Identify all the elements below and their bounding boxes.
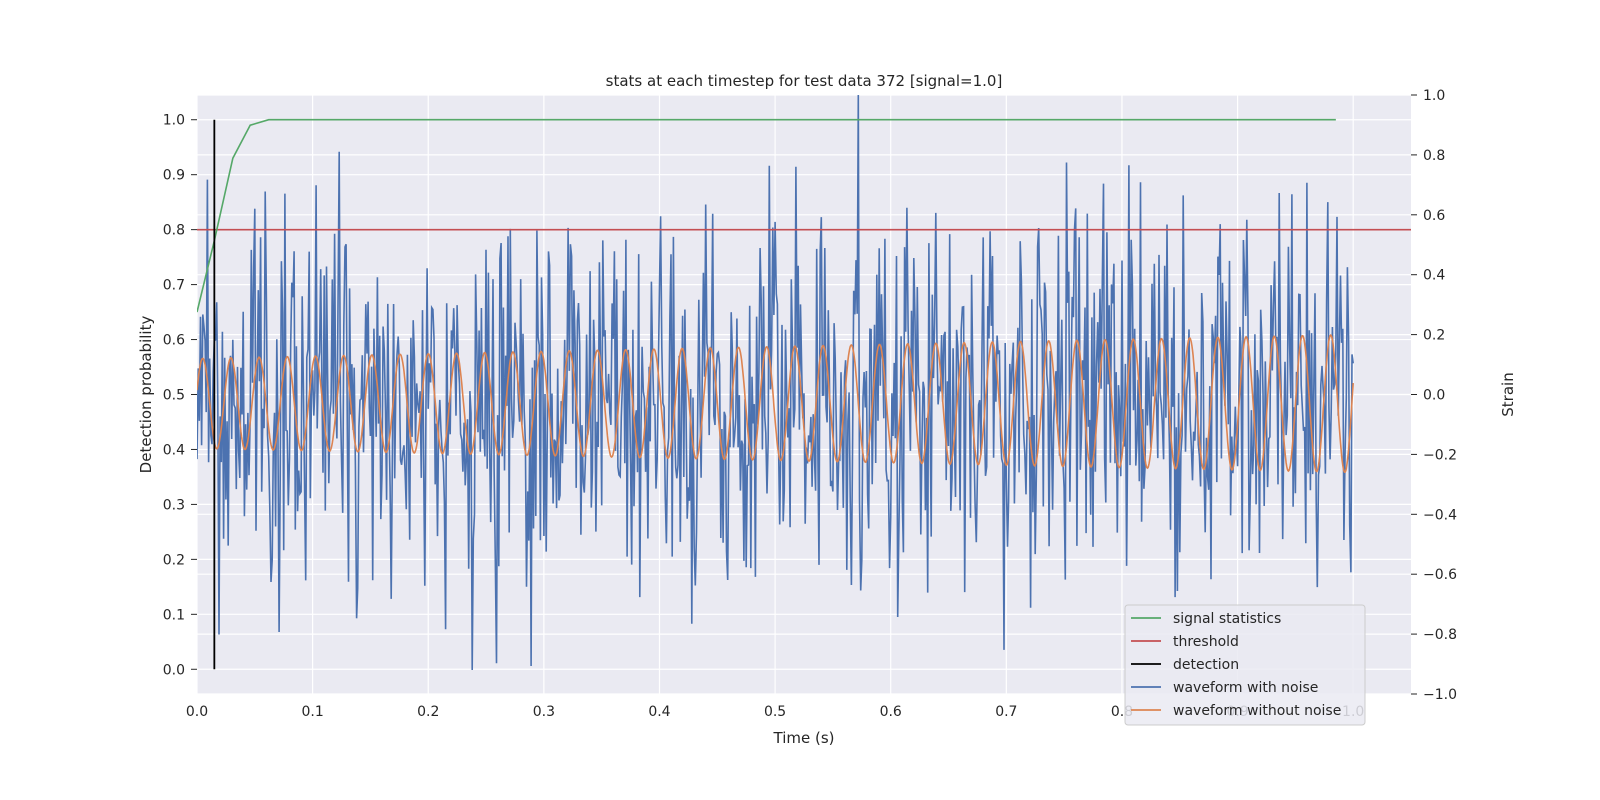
y-tick-label-right: 0.4 [1423,268,1445,284]
y-tick-label-left: 0.8 [163,223,185,239]
x-tick-label: 0.5 [764,704,786,720]
y-tick-label-left: 0.0 [163,662,185,678]
x-axis-label: Time (s) [773,729,835,747]
y-tick-label-left: 0.4 [163,442,185,458]
y-axis-label-left: Detection probability [137,316,155,474]
x-tick-label: 0.3 [533,704,555,720]
y-tick-label-right: −0.6 [1423,567,1457,583]
y-tick-label-left: 0.1 [163,607,185,623]
x-tick-label: 0.4 [648,704,670,720]
y-tick-label-right: −0.4 [1423,507,1457,523]
x-tick-label: 0.6 [880,704,902,720]
y-tick-label-right: 0.0 [1423,388,1445,404]
x-tick-label: 0.7 [995,704,1017,720]
y-tick-label-left: 0.3 [163,497,185,513]
tick-labels: 0.0 0.1 0.2 0.3 0.4 0.5 0.6 0.7 0.8 0.9 1.0 0.0 0.1 0… [163,88,1457,720]
y-tick-label-left: 0.2 [163,552,185,568]
legend: signal statistics threshold detection wavef… [1124,604,1366,726]
series-signal-statistics [197,118,1336,313]
y-tick-label-right: 0.6 [1423,208,1445,224]
x-tick-label: 0.2 [417,704,439,720]
series-waveform-without-noise [197,334,1354,473]
legend-label: detection [1173,657,1239,673]
chart-title: stats at each timestep for test data 372… [606,72,1003,90]
y-tick-label-right: 0.8 [1423,148,1445,164]
x-tick-label: 0.0 [186,704,208,720]
y-axis-label-right: Strain [1499,372,1517,416]
y-tick-label-left: 0.9 [163,168,185,184]
y-tick-label-right: −1.0 [1423,687,1457,703]
legend-label: waveform with noise [1173,680,1318,696]
y-tick-label-left: 0.5 [163,388,185,404]
y-tick-label-left: 0.7 [163,278,185,294]
y-tick-label-right: −0.2 [1423,447,1457,463]
legend-label: waveform without noise [1173,703,1341,719]
y-tick-label-right: 0.2 [1423,328,1445,344]
y-tick-label-right: 1.0 [1423,88,1445,104]
y-tick-label-left: 1.0 [163,113,185,129]
series-layer [197,95,1411,671]
y-tick-label-left: 0.6 [163,333,185,349]
y-tick-label-right: −0.8 [1423,627,1457,643]
x-tick-label: 0.1 [301,704,323,720]
series-waveform-with-noise [197,95,1354,671]
legend-box [1124,604,1366,726]
legend-label: threshold [1173,634,1239,650]
legend-label: signal statistics [1173,611,1281,627]
